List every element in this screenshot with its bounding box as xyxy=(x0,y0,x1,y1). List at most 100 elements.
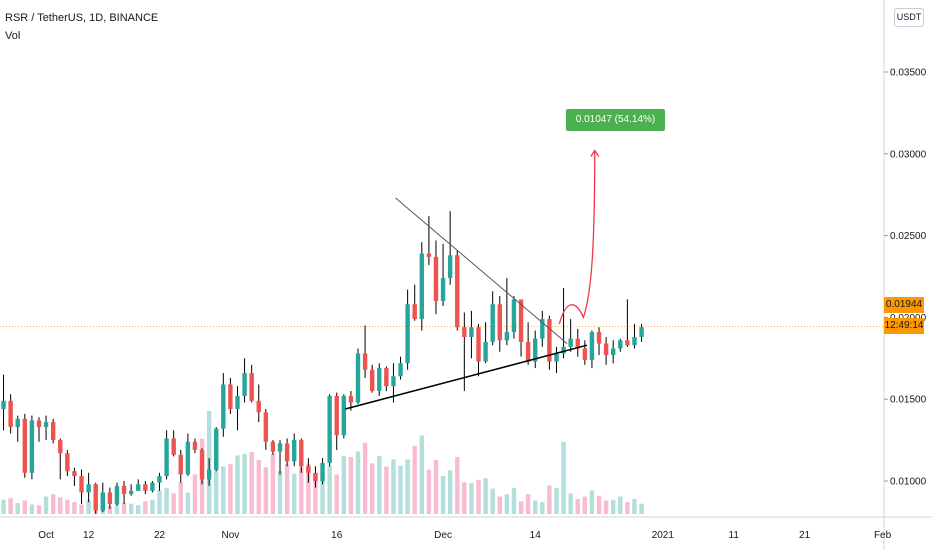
candle-body[interactable] xyxy=(36,420,42,428)
candle-body[interactable] xyxy=(327,395,332,464)
candle-body[interactable] xyxy=(299,440,304,467)
candle-body[interactable] xyxy=(8,400,13,428)
candle-body[interactable] xyxy=(121,485,127,495)
candle-body[interactable] xyxy=(334,395,339,436)
candle-body[interactable] xyxy=(362,353,368,370)
candle-body[interactable] xyxy=(114,485,120,504)
candle-body[interactable] xyxy=(128,490,134,495)
candle-body[interactable] xyxy=(533,338,538,362)
candle-body[interactable] xyxy=(632,337,637,346)
candle-body[interactable] xyxy=(242,373,247,396)
candle-body[interactable] xyxy=(50,422,56,441)
candle-body[interactable] xyxy=(107,492,113,504)
candle-body[interactable] xyxy=(391,376,396,387)
candle-body[interactable] xyxy=(603,343,609,356)
candle-body[interactable] xyxy=(58,440,63,454)
candle-body[interactable] xyxy=(79,476,84,493)
candle-body[interactable] xyxy=(462,327,467,338)
candle-body[interactable] xyxy=(355,353,361,403)
candle-body[interactable] xyxy=(589,332,595,360)
candle-body[interactable] xyxy=(384,368,389,387)
candle-body[interactable] xyxy=(369,369,375,392)
candle-body[interactable] xyxy=(554,353,559,362)
candle-body[interactable] xyxy=(575,338,580,349)
candle-body[interactable] xyxy=(611,348,616,356)
candle-body[interactable] xyxy=(426,253,432,257)
candle-body[interactable] xyxy=(157,476,162,483)
candle-body[interactable] xyxy=(256,400,261,413)
candle-body[interactable] xyxy=(65,453,70,472)
candle-body[interactable] xyxy=(547,319,552,362)
candle-body[interactable] xyxy=(15,418,20,428)
candle-body[interactable] xyxy=(143,484,148,491)
candle-body[interactable] xyxy=(568,338,573,347)
candle-body[interactable] xyxy=(1,400,6,410)
candle-body[interactable] xyxy=(291,440,297,462)
triangle-upper-trendline[interactable] xyxy=(395,197,568,344)
candle-body[interactable] xyxy=(377,368,382,392)
candle-body[interactable] xyxy=(625,340,630,346)
triangle-lower-trendline[interactable] xyxy=(345,344,588,410)
candle-body[interactable] xyxy=(561,346,566,354)
candle-body[interactable] xyxy=(313,472,318,482)
candle-body[interactable] xyxy=(206,469,212,480)
currency-button[interactable]: USDT xyxy=(894,8,924,27)
candle-body[interactable] xyxy=(178,454,183,475)
candle-body[interactable] xyxy=(504,332,510,341)
candle-body[interactable] xyxy=(192,441,198,450)
x-tick-label: 22 xyxy=(154,530,166,541)
candle-body[interactable] xyxy=(164,438,169,477)
candle-body[interactable] xyxy=(596,332,602,344)
candle-body[interactable] xyxy=(497,304,502,341)
candle-body[interactable] xyxy=(412,304,417,320)
candle-body[interactable] xyxy=(284,443,290,462)
candle-body[interactable] xyxy=(171,438,176,455)
candle-body[interactable] xyxy=(43,422,49,428)
candle-body[interactable] xyxy=(476,327,481,362)
candle-body[interactable] xyxy=(398,363,403,377)
candle-body[interactable] xyxy=(136,484,141,491)
candle-body[interactable] xyxy=(525,341,531,362)
candle-body[interactable] xyxy=(22,418,28,473)
candle-body[interactable] xyxy=(447,255,453,279)
candle-body[interactable] xyxy=(93,484,98,511)
candle-body[interactable] xyxy=(341,395,347,436)
candle-body[interactable] xyxy=(540,319,545,339)
candle-body[interactable] xyxy=(235,395,240,410)
candle-body[interactable] xyxy=(490,304,495,342)
candle-body[interactable] xyxy=(249,373,254,401)
candle-body[interactable] xyxy=(419,253,424,320)
candle-body[interactable] xyxy=(100,492,105,511)
candle-body[interactable] xyxy=(518,299,524,342)
volume-indicator-label[interactable]: Vol xyxy=(5,30,21,42)
candle-body[interactable] xyxy=(440,278,446,302)
candle-body[interactable] xyxy=(221,384,226,429)
candle-body[interactable] xyxy=(86,484,91,493)
candle-body[interactable] xyxy=(348,395,354,403)
candle-body[interactable] xyxy=(277,443,283,452)
candle-body[interactable] xyxy=(263,412,269,442)
candle-body[interactable] xyxy=(214,428,219,470)
price-range-annotation[interactable]: 0.01047 (54.14%) 1047 xyxy=(566,109,665,147)
volume-bar xyxy=(8,498,13,514)
candle-body[interactable] xyxy=(270,441,276,452)
candle-body[interactable] xyxy=(433,256,439,302)
candle-body[interactable] xyxy=(306,466,311,473)
candle-body[interactable] xyxy=(511,299,517,333)
candle-body[interactable] xyxy=(150,482,155,491)
candle-body[interactable] xyxy=(29,420,35,473)
projection-path[interactable] xyxy=(558,150,596,325)
candle-body[interactable] xyxy=(582,348,588,360)
candle-body[interactable] xyxy=(639,327,644,338)
candle-body[interactable] xyxy=(199,449,205,480)
candle-body[interactable] xyxy=(455,255,460,328)
candle-body[interactable] xyxy=(72,471,77,477)
candle-body[interactable] xyxy=(185,441,191,475)
candle-body[interactable] xyxy=(469,327,474,338)
candle-body[interactable] xyxy=(405,304,410,364)
candle-body[interactable] xyxy=(320,463,325,482)
candle-body[interactable] xyxy=(483,341,488,362)
candle-body[interactable] xyxy=(618,340,623,349)
candle-body[interactable] xyxy=(228,384,233,410)
